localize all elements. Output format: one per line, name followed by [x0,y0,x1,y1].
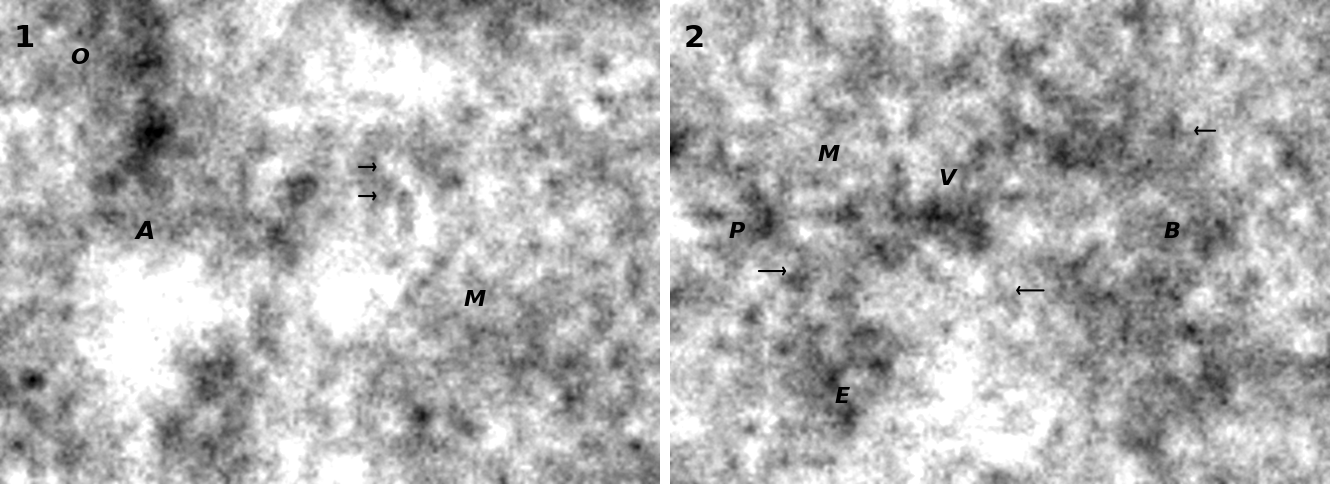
Text: 1: 1 [13,24,35,53]
Text: O: O [69,48,89,68]
Text: V: V [939,169,956,189]
Text: M: M [818,145,839,165]
Text: B: B [1164,222,1180,242]
Text: 2: 2 [684,24,705,53]
Text: P: P [728,222,745,242]
Text: M: M [464,290,485,310]
Text: A: A [136,220,154,244]
Text: E: E [834,387,850,407]
